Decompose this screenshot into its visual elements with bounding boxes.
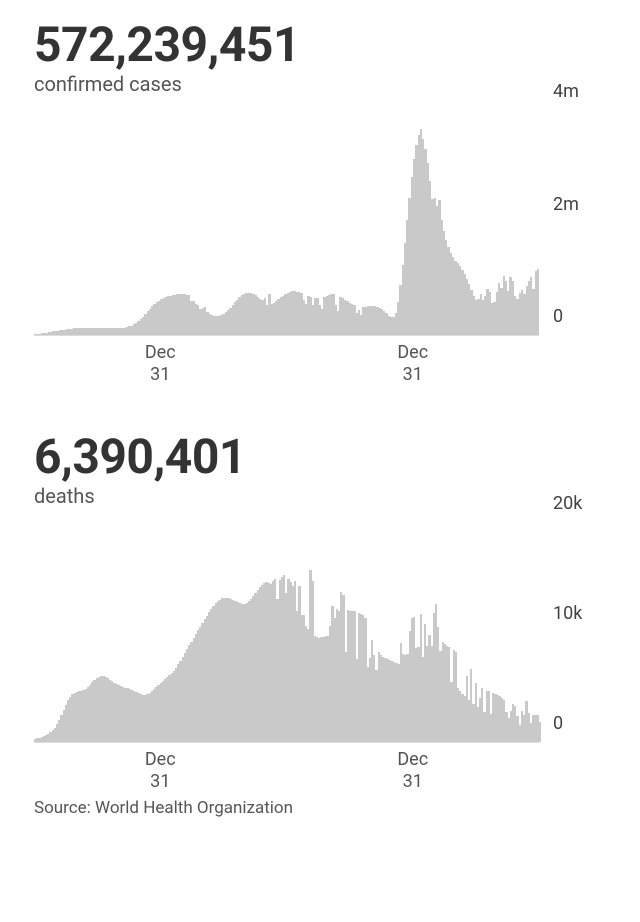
cases-bars bbox=[34, 110, 539, 335]
x-tick: Dec31 bbox=[34, 749, 287, 792]
y-tick: 0 bbox=[553, 715, 616, 733]
cases-y-axis: 02m4m bbox=[539, 110, 616, 335]
page: 572,239,451 confirmed cases 02m4m Dec31D… bbox=[0, 0, 640, 826]
y-tick: 20k bbox=[553, 495, 616, 513]
cases-block: 572,239,451 confirmed cases 0 2m 4m Dec31D… bbox=[34, 20, 616, 386]
deaths-total: 6,390,401 bbox=[34, 432, 616, 482]
cases-plot-area bbox=[34, 110, 539, 336]
deaths-chart: 010k20k Dec31Dec31 bbox=[34, 522, 616, 792]
cases-total: 572,239,451 bbox=[34, 20, 616, 70]
y-tick: 10k bbox=[553, 605, 616, 623]
y-tick: 2m bbox=[553, 196, 616, 214]
x-tick: Dec31 bbox=[34, 342, 287, 385]
cases-x-axis: Dec31Dec31 bbox=[34, 342, 539, 385]
deaths-block: 6,390,401 deaths 0 10k 20k Dec31Dec31 bbox=[34, 432, 616, 793]
deaths-y-axis: 010k20k bbox=[539, 522, 616, 742]
y-tick: 0 bbox=[553, 308, 616, 326]
deaths-bars bbox=[34, 522, 539, 742]
x-tick: Dec31 bbox=[287, 749, 540, 792]
deaths-plot-area bbox=[34, 522, 539, 743]
source-value: World Health Organization bbox=[95, 798, 293, 818]
deaths-x-axis: Dec31Dec31 bbox=[34, 749, 539, 792]
y-tick: 4m bbox=[553, 83, 616, 101]
deaths-label: deaths bbox=[34, 484, 616, 508]
cases-label: confirmed cases bbox=[34, 72, 616, 96]
source-line: Source: World Health Organization bbox=[34, 798, 616, 818]
x-tick: Dec31 bbox=[287, 342, 540, 385]
source-label: Source: bbox=[34, 798, 91, 818]
cases-chart: 02m4m Dec31Dec31 bbox=[34, 110, 616, 385]
